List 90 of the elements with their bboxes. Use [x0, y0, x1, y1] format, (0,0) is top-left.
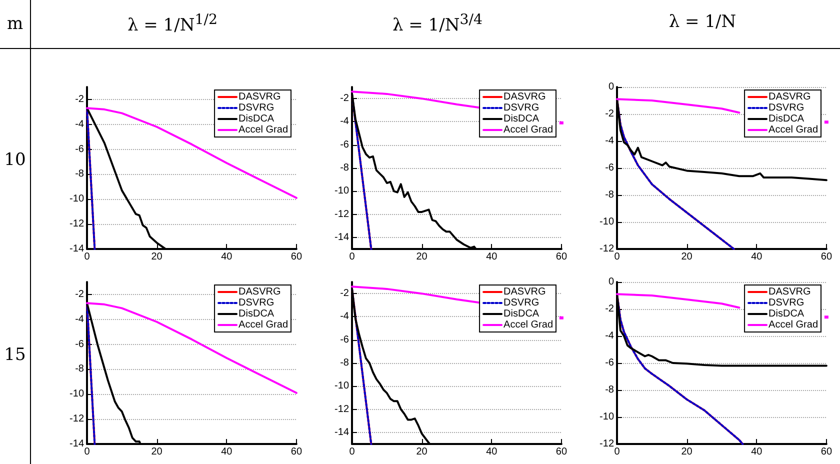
y-tick-label: -2 — [75, 94, 84, 105]
x-tick-label: 40 — [486, 252, 498, 262]
legend-label: Accel Grad — [238, 320, 288, 330]
legend-label: DisDCA — [238, 114, 274, 124]
y-tick-label: -10 — [334, 380, 350, 392]
legend-label: DisDCA — [504, 308, 540, 320]
legend-label: DisDCA — [504, 114, 540, 124]
legend-label: DSVRG — [768, 102, 804, 114]
x-tick-label: 60 — [556, 252, 568, 262]
y-tick-label: -6 — [75, 338, 84, 350]
x-tick-label: 60 — [290, 446, 302, 458]
y-tick-label: -4 — [340, 116, 350, 128]
y-tick-label: -8 — [605, 384, 614, 396]
x-tick-label: 20 — [151, 252, 163, 262]
text: m — [6, 14, 24, 34]
y-tick-label: -6 — [75, 144, 84, 155]
y-tick-label: -2 — [605, 304, 614, 314]
y-tick-label: -6 — [340, 139, 350, 150]
text: 15 — [3, 345, 27, 365]
legend-label: DASVRG — [238, 286, 281, 298]
y-tick-label: -6 — [605, 162, 614, 174]
y-tick-label: 0 — [608, 82, 614, 92]
y-tick-label: 0 — [608, 276, 614, 288]
legend-label: DASVRG — [504, 92, 546, 102]
y-tick-label: -12 — [70, 414, 84, 425]
legend-label: Accel Grad — [768, 124, 818, 136]
y-tick-label: -8 — [75, 364, 84, 375]
legend-label: DSVRG — [504, 298, 540, 308]
x-tick-label: 60 — [556, 446, 568, 458]
x-tick-label: 60 — [820, 446, 832, 458]
y-tick-label: -12 — [334, 404, 350, 415]
y-tick-label: -12 — [600, 244, 614, 254]
legend-label: Accel Grad — [238, 124, 288, 136]
legend-label: DASVRG — [768, 92, 811, 102]
y-tick-label: -4 — [340, 311, 350, 322]
x-tick-label: 60 — [820, 252, 832, 262]
legend-label: DSVRG — [238, 298, 274, 308]
x-tick-label: 40 — [221, 446, 233, 458]
chart-title: λ = 1/N$^{3/4}$ — [391, 12, 484, 36]
legend-label: DSVRG — [504, 102, 540, 114]
y-tick-label: -10 — [600, 412, 614, 422]
legend-label: DASVRG — [768, 286, 811, 298]
legend-label: DisDCA — [768, 308, 804, 320]
x-tick-label: 20 — [151, 446, 163, 458]
y-tick-label: -8 — [340, 358, 350, 368]
y-tick-label: -6 — [605, 358, 614, 368]
x-tick-label: 20 — [681, 446, 693, 458]
legend-label: DisDCA — [768, 114, 804, 124]
y-tick-label: -8 — [75, 168, 84, 180]
legend-label: DSVRG — [238, 102, 274, 114]
y-tick-label: -14 — [334, 426, 350, 438]
y-tick-label: -10 — [334, 186, 350, 197]
y-tick-label: -10 — [600, 216, 614, 228]
y-tick-label: -2 — [605, 108, 614, 120]
y-tick-label: -8 — [605, 190, 614, 200]
legend-label: Accel Grad — [768, 320, 818, 330]
y-tick-label: -4 — [75, 118, 84, 130]
legend-label: DASVRG — [238, 92, 281, 102]
legend-label: DisDCA — [238, 308, 274, 320]
y-tick-label: -4 — [605, 330, 614, 342]
x-tick-label: 40 — [221, 252, 233, 262]
text: 10 — [3, 150, 27, 170]
x-tick-label: 40 — [751, 252, 763, 262]
chart-title: λ = 1/N$^{1/2}$ — [126, 12, 219, 36]
y-tick-label: -14 — [70, 244, 84, 254]
x-tick-label: 20 — [416, 446, 428, 458]
chart-title: λ = 1/N — [668, 12, 738, 32]
y-tick-label: -14 — [70, 438, 84, 450]
x-tick-label: 20 — [681, 252, 693, 262]
y-tick-label: -12 — [334, 208, 350, 220]
y-tick-label: -4 — [605, 136, 614, 146]
legend-label: DSVRG — [768, 298, 804, 308]
legend-label: Accel Grad — [504, 124, 554, 136]
y-tick-label: -12 — [600, 438, 614, 450]
y-tick-label: -12 — [70, 218, 84, 230]
y-tick-label: -6 — [340, 334, 350, 346]
y-tick-label: -2 — [340, 93, 350, 104]
x-tick-label: 40 — [751, 446, 763, 458]
y-tick-label: -2 — [75, 288, 84, 300]
y-tick-label: -2 — [340, 288, 350, 300]
y-tick-label: -4 — [75, 314, 84, 325]
x-tick-label: 60 — [290, 252, 302, 262]
x-tick-label: 40 — [486, 446, 498, 458]
y-tick-label: -14 — [334, 232, 350, 243]
y-tick-label: -8 — [340, 162, 350, 174]
legend-label: Accel Grad — [504, 320, 554, 330]
y-tick-label: -10 — [70, 388, 84, 400]
y-tick-label: -10 — [70, 194, 84, 205]
x-tick-label: 20 — [416, 252, 428, 262]
legend-label: DASVRG — [504, 286, 546, 298]
